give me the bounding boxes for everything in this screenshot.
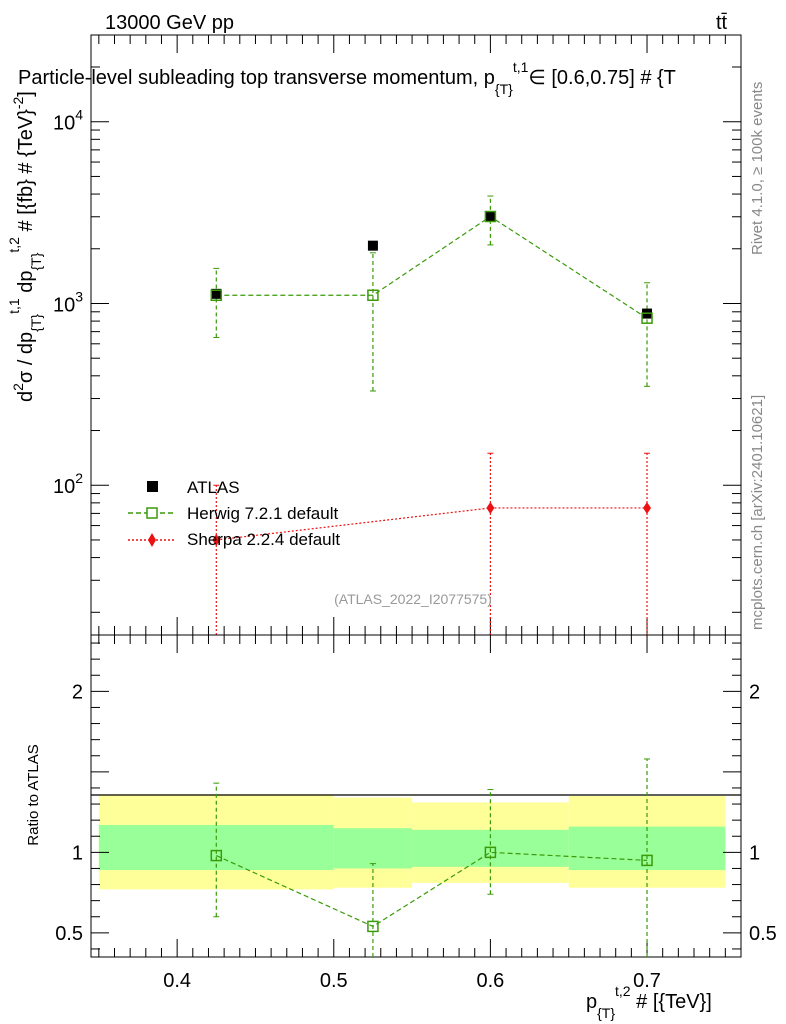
ratio-uncertainty-bands: [98, 794, 726, 890]
main-title: Particle-level subleading top transverse…: [18, 59, 676, 97]
legend: ATLAS Herwig 7.2.1 default Sherpa 2.2.4 …: [128, 478, 340, 549]
sherpa-point: [486, 501, 495, 514]
ratio-axis-ticks: 0.4 0.5 0.6 0.7 0.5 0.5 1 1 2 2: [55, 635, 777, 992]
herwig-point: [641, 312, 653, 324]
main-y-tick-label: 104: [53, 107, 83, 135]
legend-herwig-label: Herwig 7.2.1 default: [187, 504, 338, 523]
ratio-plot-frame: [90, 634, 742, 958]
atlas-point: [485, 211, 496, 222]
main-y-tick-label: 102: [53, 470, 83, 498]
herwig-point: [484, 210, 497, 223]
sherpa-point: [212, 533, 221, 546]
ratio-y-axis-label: Ratio to ATLAS: [25, 744, 42, 845]
x-tick-label: 0.5: [320, 970, 348, 992]
x-tick-label: 0.6: [476, 970, 504, 992]
main-axis-ticks: 102 103 104: [53, 34, 742, 635]
atlas-point: [211, 288, 222, 299]
energy-label: 13000 GeV pp: [105, 12, 234, 34]
ratio-herwig-line: [216, 851, 648, 928]
ratio-y-tick-label-right: 0.5: [749, 923, 777, 945]
legend-sherpa-label: Sherpa 2.2.4 default: [187, 530, 340, 549]
herwig-line: [216, 215, 648, 319]
ratio-y-tick-label-left: 2: [72, 681, 83, 703]
herwig-point: [367, 289, 379, 301]
x-axis-label: p{T}t,2 # [{TeV}]: [586, 983, 712, 1021]
main-plot-marks: [210, 195, 653, 635]
ratio-herwig-point: [367, 920, 379, 933]
sherpa-line: [216, 507, 648, 541]
main-y-tick-label: 103: [53, 288, 83, 316]
y-axis-label: d2σ / dp{T}t,1 dp{T}t,2 # [{fb} # {TeV}-…: [6, 91, 44, 402]
ratio-y-tick-label-left: 0.5: [55, 923, 83, 945]
ratio-y-tick-label-left: 1: [72, 842, 83, 864]
ratio-y-tick-label-right: 2: [749, 681, 760, 703]
analysis-watermark: (ATLAS_2022_I2077575): [334, 591, 492, 607]
legend-atlas-label: ATLAS: [187, 478, 240, 497]
ratio-herwig-point: [641, 854, 653, 867]
x-tick-label: 0.4: [163, 970, 191, 992]
x-tick-label: 0.7: [633, 970, 661, 992]
ratio-y-tick-label-right: 1: [749, 842, 760, 864]
rivet-version-label: Rivet 4.1.0, ≥ 100k events: [749, 82, 766, 255]
atlas-point: [367, 240, 378, 251]
ratio-plot-marks: [210, 758, 653, 957]
legend-atlas-marker: [147, 481, 158, 492]
legend-sherpa-marker: [148, 533, 156, 547]
ratio-herwig-point: [210, 849, 223, 862]
process-label: tt̄: [716, 12, 728, 34]
ratio-band-inner: [333, 828, 413, 869]
ratio-herwig-point: [484, 846, 497, 859]
mcplots-source-label: mcplots.cern.ch [arXiv:2401.10621]: [749, 395, 766, 630]
legend-herwig-marker: [146, 507, 158, 519]
sherpa-point: [643, 501, 652, 514]
herwig-point: [210, 289, 223, 301]
